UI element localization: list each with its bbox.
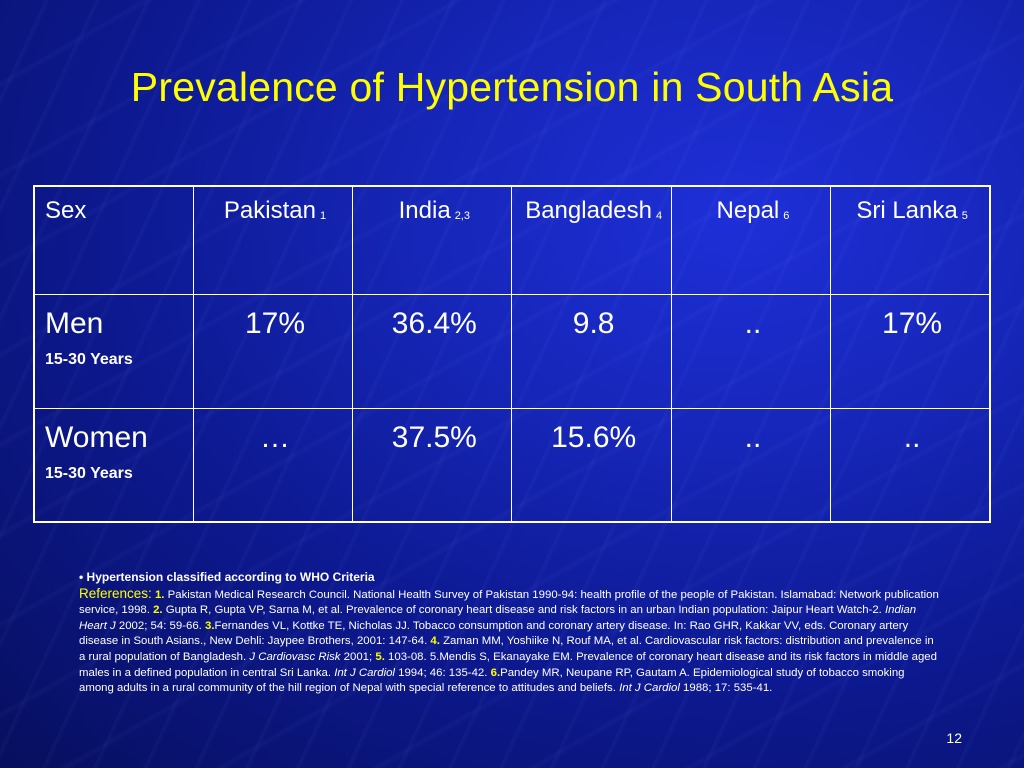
footnotes: • Hypertension classified according to W… [79, 570, 939, 697]
value-cell: .. [830, 407, 991, 523]
reference-text: Gupta R, Gupta VP, Sarna M, et al. Preva… [162, 604, 886, 617]
reference-number: 6. [490, 666, 501, 679]
value-cell: 36.4% [352, 293, 513, 409]
reference-number: 1. [154, 588, 165, 601]
header-label: Nepal [716, 197, 780, 224]
header-label: India [398, 197, 451, 224]
sex-label: Men [45, 306, 104, 340]
reference-journal: Int J Cardiol [619, 682, 680, 695]
reference-4: 4. Zaman MM, Yoshiike N, Rouf MA, et al.… [79, 635, 934, 663]
value-cell: 15.6% [511, 407, 672, 523]
reference-number: 4. [430, 635, 440, 648]
reference-text: Fernandes VL, Kottke TE, Nicholas JJ. To… [79, 619, 909, 648]
reference-text: Zaman MM, Yoshiike N, Rouf MA, et al. Ca… [79, 635, 934, 663]
header-ref: 5 [961, 210, 968, 222]
reference-journal: Int J Cardiol [334, 666, 395, 679]
reference-3: 3.Fernandes VL, Kottke TE, Nicholas JJ. … [79, 620, 908, 648]
header-ref: 2,3 [454, 210, 470, 222]
header-label: Sri Lanka [856, 197, 958, 224]
reference-2: 2. Gupta R, Gupta VP, Sarna M, et al. Pr… [79, 604, 916, 632]
reference-tail: 2002; 54: 59-66. [115, 619, 206, 632]
header-ref: 4 [655, 210, 663, 222]
header-bangladesh: Bangladesh 4 [511, 185, 672, 295]
reference-1: 1. Pakistan Medical Research Council. Na… [79, 589, 939, 617]
value-cell: 17% [192, 293, 354, 409]
header-ref: 1 [319, 210, 327, 222]
reference-tail: 2001; [340, 650, 376, 663]
table-row-men: Men 15-30 Years 17% 36.4% 9.8 .. 17% [33, 293, 991, 409]
sex-label: Women [45, 420, 148, 454]
reference-text: 103-08. 5.Mendis S, Ekanayake EM. Preval… [79, 650, 937, 679]
reference-text: Pandey MR, Neupane RP, Gautam A. Epidemi… [79, 666, 905, 695]
header-label: Bangladesh [525, 197, 652, 224]
reference-number: 2. [153, 604, 163, 617]
reference-journal: J Cardiovasc Risk [249, 650, 341, 663]
age-range: 15-30 Years [45, 464, 133, 482]
header-india: India 2,3 [352, 185, 513, 295]
header-sri-lanka: Sri Lanka 5 [830, 185, 991, 295]
reference-text: Pakistan Medical Research Council. Natio… [79, 588, 939, 617]
header-label: Pakistan [223, 197, 316, 224]
reference-number: 5. [375, 650, 385, 663]
page-number: 12 [946, 730, 962, 746]
slide-title: Prevalence of Hypertension in South Asia [130, 64, 894, 110]
value-cell: .. [670, 407, 832, 523]
value-cell: … [192, 407, 354, 523]
criteria-note: • Hypertension classified according to W… [79, 570, 375, 584]
value-cell: 37.5% [352, 407, 513, 523]
prevalence-table: Sex Pakistan 1 India 2,3 Bangladesh 4 Nepal… [33, 185, 991, 523]
reference-tail: 1994; 46: 135-42. [394, 666, 491, 679]
reference-number: 3. [205, 619, 215, 632]
header-nepal: Nepal 6 [670, 185, 832, 295]
header-label: Sex [45, 197, 87, 224]
sex-cell: Men 15-30 Years [33, 293, 194, 409]
header-ref: 6 [783, 210, 790, 222]
reference-tail: 1988; 17: 535-41. [679, 682, 773, 695]
value-cell: 9.8 [511, 293, 672, 409]
header-pakistan: Pakistan 1 [192, 185, 354, 295]
table-row-women: Women 15-30 Years … 37.5% 15.6% .. .. [33, 407, 991, 523]
header-sex: Sex [33, 185, 194, 295]
value-cell: 17% [830, 293, 991, 409]
reference-6: 6.Pandey MR, Neupane RP, Gautam A. Epide… [79, 667, 905, 695]
value-cell: .. [670, 293, 832, 409]
sex-cell: Women 15-30 Years [33, 407, 194, 523]
table-header-row: Sex Pakistan 1 India 2,3 Bangladesh 4 Nepal… [33, 185, 991, 295]
reference-journal: Indian Heart J [79, 604, 917, 632]
reference-5: 5. 103-08. 5.Mendis S, Ekanayake EM. Pre… [79, 651, 937, 679]
references-label: References: [79, 585, 152, 601]
age-range: 15-30 Years [45, 350, 133, 368]
